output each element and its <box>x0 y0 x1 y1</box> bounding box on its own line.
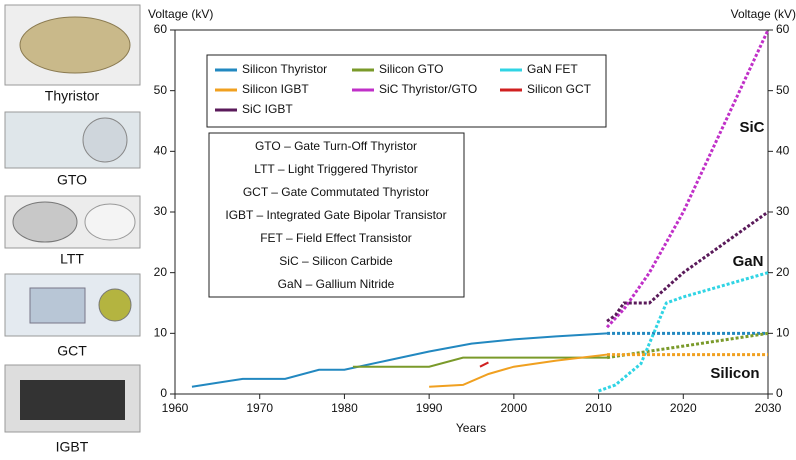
legend-label: Silicon Thyristor <box>242 62 327 76</box>
legend-label: Silicon GCT <box>527 82 592 96</box>
abbreviation: IGBT – Integrated Gate Bipolar Transisto… <box>225 208 446 222</box>
component-label: Thyristor <box>45 88 100 104</box>
legend <box>206 54 607 128</box>
y-tick-label: 50 <box>154 83 168 97</box>
component-label: LTT <box>60 251 84 267</box>
ltt-disc-2 <box>84 203 136 241</box>
y2-tick-label: 60 <box>776 22 790 36</box>
ltt-disc <box>12 201 78 243</box>
x-tick-label: 1970 <box>246 401 273 415</box>
component-label: IGBT <box>56 439 89 455</box>
igbt-module <box>20 380 125 420</box>
series-line <box>191 332 608 388</box>
series-line <box>605 29 770 329</box>
annotation: GaN <box>733 253 764 270</box>
x-tick-label: 2010 <box>585 401 612 415</box>
y-tick-label: 30 <box>154 204 168 218</box>
y-tick-label: 60 <box>154 22 168 36</box>
gto-disc <box>82 117 128 163</box>
component-label: GTO <box>57 172 87 188</box>
y-axis-title: Voltage (kV) <box>148 7 213 21</box>
annotation: SiC <box>739 119 764 136</box>
y2-tick-label: 10 <box>776 326 790 340</box>
legend-label: Silicon IGBT <box>242 82 309 96</box>
abbreviation-box <box>208 132 465 298</box>
y-tick-label: 0 <box>160 386 167 400</box>
legend-label: Silicon GTO <box>379 62 443 76</box>
legend-label: GaN FET <box>527 62 578 76</box>
series-line <box>598 271 769 393</box>
gct-disc <box>98 288 132 322</box>
legend-label: SiC IGBT <box>242 102 293 116</box>
component-label: GCT <box>57 343 87 359</box>
abbreviation: GTO – Gate Turn-Off Thyristor <box>255 139 417 153</box>
x-tick-label: 2000 <box>501 401 528 415</box>
series-line <box>352 356 608 368</box>
x-tick-label: 2020 <box>670 401 697 415</box>
legend-label: SiC Thyristor/GTO <box>379 82 477 96</box>
x-tick-label: 1980 <box>331 401 358 415</box>
abbreviation: FET – Field Effect Transistor <box>260 231 412 245</box>
annotation: Silicon <box>710 365 759 382</box>
x-tick-label: 1990 <box>416 401 443 415</box>
series-line <box>606 210 769 323</box>
y-tick-label: 20 <box>154 265 168 279</box>
abbreviation: SiC – Silicon Carbide <box>279 254 393 268</box>
x-tick-label: 2030 <box>755 401 782 415</box>
y2-tick-label: 50 <box>776 83 790 97</box>
series-line <box>429 353 608 388</box>
abbreviation: LTT – Light Triggered Thyristor <box>254 162 417 176</box>
y2-tick-label: 0 <box>776 386 783 400</box>
x-axis-title: Years <box>456 421 486 435</box>
thyristor-disc <box>19 16 131 74</box>
y2-tick-label: 20 <box>776 265 790 279</box>
y-tick-label: 40 <box>154 144 168 158</box>
y2-tick-label: 40 <box>776 144 790 158</box>
gct-board <box>29 287 86 324</box>
abbreviation: GaN – Gallium Nitride <box>278 277 395 291</box>
x-tick-label: 1960 <box>162 401 189 415</box>
abbreviation: GCT – Gate Commutated Thyristor <box>243 185 429 199</box>
y2-tick-label: 30 <box>776 204 790 218</box>
thumbnails <box>4 4 141 433</box>
series-line <box>479 361 489 368</box>
y2-axis-title: Voltage (kV) <box>731 7 796 21</box>
y-tick-label: 10 <box>154 326 168 340</box>
